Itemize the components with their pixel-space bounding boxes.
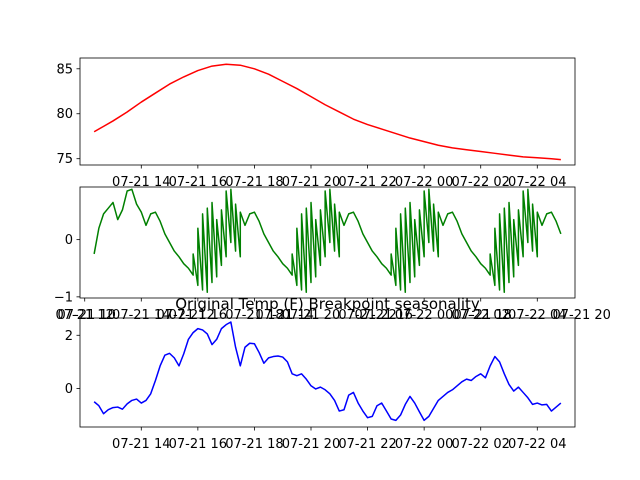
seasonality-secondary-x-tick-label-0: 07-21 10 — [57, 308, 115, 323]
temperature-x-tick-label-1: 07-21 16 — [169, 175, 227, 190]
seasonality-x-tick-label-6: 07-22 00 — [395, 308, 453, 323]
seasonality-x-tick-label-8: 07-22 04 — [508, 308, 566, 323]
seasonality-x-tick-label-4: 07-21 20 — [282, 308, 340, 323]
breakpoint-x-tick-label-3: 07-21 20 — [282, 437, 340, 452]
breakpoint-x-tick-label-4: 07-21 22 — [338, 437, 396, 452]
temperature-x-tick-label-3: 07-21 20 — [282, 175, 340, 190]
breakpoint-x-tick-label-1: 07-21 16 — [169, 437, 227, 452]
temperature-x-tick-label-5: 07-22 00 — [395, 175, 453, 190]
temperature-axes-frame — [79, 57, 576, 166]
seasonality-secondary-x-tick-label-2: 07-21 14 — [255, 308, 313, 323]
temperature-series-line-0 — [93, 63, 561, 161]
seasonality-y-tick-label-1: 0 — [65, 233, 73, 248]
seasonality-secondary-x-tick-label-4: 07-21 18 — [453, 308, 511, 323]
breakpoint-panel-title: Original Temp (F) Breakpoint seasonality — [175, 295, 480, 313]
temperature-x-tick-label-4: 07-21 22 — [338, 175, 396, 190]
temperature-x-tick-label-6: 07-22 02 — [451, 175, 509, 190]
temperature-y-tick-label-2: 85 — [56, 62, 73, 77]
seasonality-x-tick-label-7: 07-22 02 — [451, 308, 509, 323]
seasonality-axes-frame — [79, 186, 576, 299]
temperature-y-tick-label-0: 75 — [56, 152, 73, 167]
seasonality-secondary-x-tick-label-3: 07-21 16 — [354, 308, 412, 323]
seasonality-x-tick-label-0: 07-21 12 — [55, 308, 113, 323]
breakpoint-x-tick-label-7: 07-22 04 — [508, 437, 566, 452]
breakpoint-axes-frame — [79, 317, 576, 428]
seasonality-y-tick-label-0: −1 — [54, 290, 73, 305]
breakpoint-x-tick-label-0: 07-21 14 — [112, 437, 170, 452]
breakpoint-y-tick-label-0: 0 — [65, 382, 73, 397]
temperature-x-tick-label-7: 07-22 04 — [508, 175, 566, 190]
seasonality-secondary-x-tick-label-1: 07-21 12 — [156, 308, 214, 323]
breakpoint-y-tick-label-1: 2 — [65, 329, 73, 344]
seasonality-x-tick-label-1: 07-21 14 — [112, 308, 170, 323]
seasonality-x-tick-label-2: 07-21 16 — [169, 308, 227, 323]
seasonality-x-tick-label-3: 07-21 18 — [225, 308, 283, 323]
breakpoint-x-tick-label-5: 07-22 00 — [395, 437, 453, 452]
seasonality-secondary-x-tick-label-5: 07-21 20 — [552, 308, 610, 323]
temperature-y-tick-label-1: 80 — [56, 107, 73, 122]
temperature-x-tick-label-0: 07-21 14 — [112, 175, 170, 190]
breakpoint-x-tick-label-2: 07-21 18 — [225, 437, 283, 452]
breakpoint-series-line-0 — [93, 321, 562, 422]
seasonality-x-tick-label-5: 07-21 22 — [338, 308, 396, 323]
seasonality-series-line-0 — [93, 188, 562, 294]
breakpoint-x-tick-label-6: 07-22 02 — [451, 437, 509, 452]
temperature-x-tick-label-2: 07-21 18 — [225, 175, 283, 190]
